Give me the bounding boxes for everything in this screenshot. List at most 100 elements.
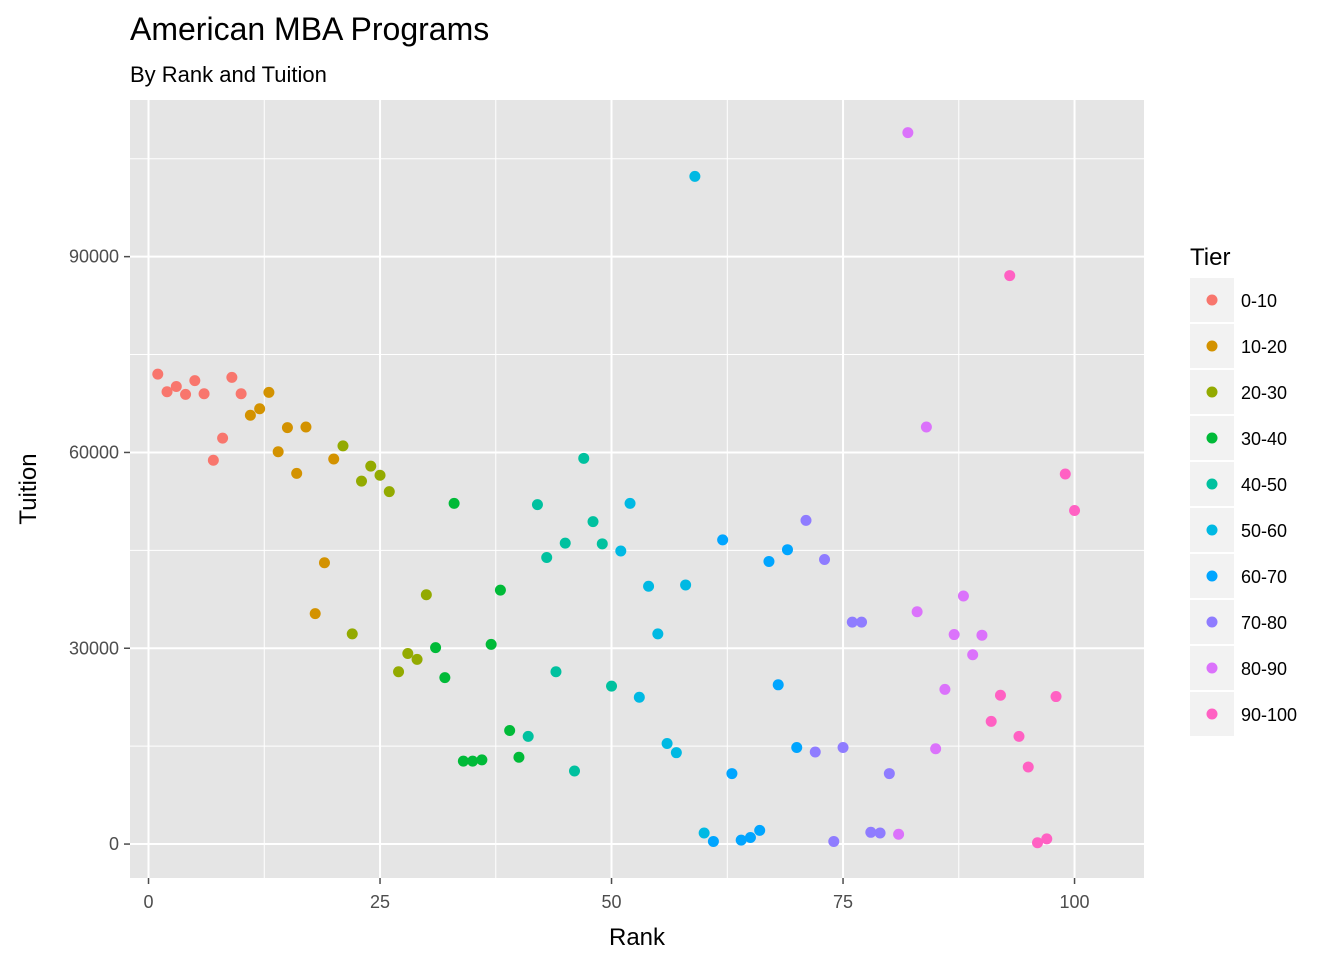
data-point <box>513 751 525 763</box>
legend: Tier 0-10 10-20 20-30 30-40 40-50 50-60 60-70 7… <box>1190 244 1297 736</box>
legend-label: 30-40 <box>1241 429 1287 449</box>
data-point <box>772 679 784 691</box>
data-point <box>578 452 590 464</box>
legend-item: 40-50 <box>1190 462 1287 506</box>
data-point <box>365 460 377 472</box>
data-point <box>837 741 849 753</box>
data-point <box>152 368 164 380</box>
data-point <box>1041 833 1053 845</box>
data-point <box>550 666 562 678</box>
data-point <box>430 642 442 654</box>
data-point <box>189 375 201 387</box>
legend-label: 70-80 <box>1241 613 1287 633</box>
data-point <box>976 629 988 641</box>
data-point <box>846 616 858 628</box>
data-point <box>337 440 349 452</box>
legend-label: 10-20 <box>1241 337 1287 357</box>
legend-marker <box>1206 386 1218 398</box>
data-point <box>1050 691 1062 703</box>
data-point <box>744 832 756 844</box>
data-point <box>254 403 266 415</box>
data-point <box>411 653 423 665</box>
data-point <box>161 386 173 398</box>
data-point <box>791 741 803 753</box>
legend-marker <box>1206 524 1218 536</box>
data-point <box>420 589 432 601</box>
data-point <box>494 584 506 596</box>
x-tick-label: 100 <box>1060 892 1090 912</box>
legend-item: 0-10 <box>1190 278 1277 322</box>
data-point <box>596 538 608 550</box>
data-point <box>985 715 997 727</box>
legend-marker <box>1206 662 1218 674</box>
legend-label: 20-30 <box>1241 383 1287 403</box>
data-point <box>643 580 655 592</box>
legend-item: 50-60 <box>1190 508 1287 552</box>
data-point <box>485 638 497 650</box>
data-point <box>670 747 682 759</box>
data-point <box>874 827 886 839</box>
data-point <box>735 834 747 846</box>
data-point <box>244 409 256 421</box>
data-point <box>763 555 775 567</box>
data-point <box>318 557 330 569</box>
data-point <box>170 381 182 393</box>
data-point <box>689 170 701 182</box>
legend-item: 60-70 <box>1190 554 1287 598</box>
data-point <box>207 454 219 466</box>
data-point <box>356 475 368 487</box>
data-point <box>606 680 618 692</box>
axis-ticks: 0 25 50 75 100 0 30000 60000 90000 <box>69 247 1090 912</box>
data-point <box>957 590 969 602</box>
data-point <box>828 835 840 847</box>
data-point <box>568 765 580 777</box>
data-point <box>615 545 627 557</box>
data-point <box>504 724 516 736</box>
data-point <box>717 534 729 546</box>
data-point <box>754 824 766 836</box>
data-point <box>865 826 877 838</box>
data-point <box>707 835 719 847</box>
data-point <box>281 422 293 434</box>
grid <box>130 100 1144 878</box>
data-point <box>893 828 905 840</box>
data-point <box>809 746 821 758</box>
legend-item: 80-90 <box>1190 646 1287 690</box>
data-point <box>393 666 405 678</box>
y-tick-label: 90000 <box>69 247 119 267</box>
y-axis-title: Tuition <box>15 453 42 524</box>
data-point <box>383 486 395 498</box>
legend-item: 30-40 <box>1190 416 1287 460</box>
data-point <box>439 672 451 684</box>
data-point <box>328 453 340 465</box>
y-tick-label: 0 <box>109 834 119 854</box>
legend-marker <box>1206 432 1218 444</box>
legend-marker <box>1206 616 1218 628</box>
chart-title: American MBA Programs <box>130 11 489 47</box>
legend-label: 80-90 <box>1241 659 1287 679</box>
data-point <box>726 768 738 780</box>
legend-label: 90-100 <box>1241 705 1297 725</box>
data-point <box>235 388 247 400</box>
legend-title: Tier <box>1190 244 1230 271</box>
data-point <box>587 516 599 528</box>
x-tick-label: 0 <box>144 892 154 912</box>
data-point <box>402 647 414 659</box>
y-tick-label: 60000 <box>69 442 119 462</box>
data-point <box>457 755 469 767</box>
data-point <box>781 544 793 556</box>
data-point <box>680 579 692 591</box>
data-point <box>559 537 571 549</box>
data-point <box>800 514 812 526</box>
data-point <box>522 730 534 742</box>
data-point <box>374 469 386 481</box>
chart-subtitle: By Rank and Tuition <box>130 62 327 87</box>
legend-label: 0-10 <box>1241 291 1277 311</box>
data-point <box>226 371 238 383</box>
plot-panel <box>130 100 1144 878</box>
data-point <box>994 689 1006 701</box>
legend-item: 70-80 <box>1190 600 1287 644</box>
x-tick-label: 75 <box>833 892 853 912</box>
data-point <box>652 628 664 640</box>
